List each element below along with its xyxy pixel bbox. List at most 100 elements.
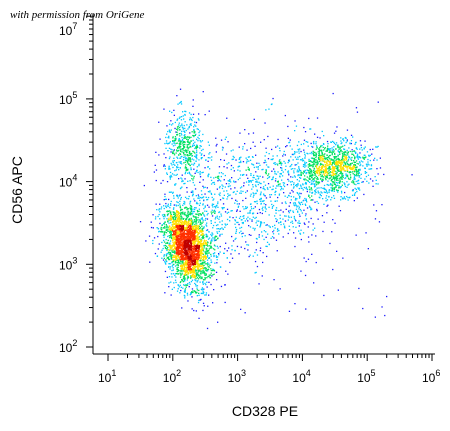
data-point [191, 269, 193, 272]
data-point [325, 175, 328, 178]
data-point [304, 155, 306, 157]
data-point [188, 143, 190, 146]
data-point [337, 155, 339, 157]
data-point [196, 277, 199, 279]
data-point [311, 182, 313, 184]
data-point [209, 243, 212, 245]
data-point [208, 281, 210, 283]
data-point [207, 198, 209, 201]
data-point [310, 151, 313, 153]
data-point [188, 112, 191, 114]
data-point [304, 215, 307, 217]
data-point [202, 244, 205, 247]
data-point [252, 192, 254, 194]
data-point [223, 159, 225, 161]
data-point [254, 206, 256, 208]
data-point [308, 195, 310, 197]
data-point [222, 208, 224, 210]
data-point [279, 150, 281, 152]
data-point [202, 148, 204, 151]
data-point [347, 184, 349, 186]
data-point [334, 157, 336, 160]
data-point [342, 257, 344, 259]
data-point [202, 283, 204, 285]
data-point [261, 200, 263, 202]
data-point [331, 149, 333, 151]
data-point [195, 229, 197, 231]
data-point [331, 180, 333, 183]
data-point [328, 172, 330, 175]
data-point [272, 231, 274, 233]
data-point [303, 186, 305, 189]
data-point [234, 202, 236, 204]
data-point [181, 270, 183, 272]
data-point [201, 217, 203, 219]
data-point [355, 234, 357, 236]
data-point [295, 125, 298, 127]
data-point [183, 124, 185, 127]
data-point [383, 173, 385, 176]
data-point [323, 170, 326, 172]
data-point [259, 225, 262, 227]
data-point [186, 292, 189, 294]
data-point [185, 262, 187, 264]
data-point [239, 170, 241, 172]
data-point [312, 150, 314, 152]
data-point [310, 173, 312, 175]
data-point [214, 262, 216, 264]
data-point [163, 218, 165, 220]
data-point [313, 143, 315, 145]
data-point [334, 161, 336, 164]
data-point [202, 235, 204, 237]
data-point [196, 269, 198, 271]
data-point [298, 194, 300, 196]
data-point [200, 222, 202, 224]
data-point [205, 252, 207, 254]
data-point [255, 166, 258, 168]
data-point [337, 189, 339, 192]
data-point [199, 244, 201, 247]
data-point [331, 158, 333, 161]
data-point [208, 266, 210, 268]
data-point [164, 225, 166, 228]
data-point [306, 190, 308, 193]
data-point [193, 144, 195, 146]
data-point [182, 141, 185, 143]
data-point [333, 183, 336, 185]
data-point [309, 188, 311, 190]
data-point [193, 243, 196, 245]
data-point [185, 267, 187, 270]
data-point [336, 189, 338, 191]
data-point [208, 252, 210, 254]
data-point [184, 156, 186, 158]
data-point [164, 246, 167, 249]
data-point [202, 250, 205, 252]
data-point [300, 173, 302, 175]
data-point [180, 149, 182, 151]
data-point [349, 142, 351, 144]
data-point [176, 146, 179, 149]
data-point [173, 114, 175, 116]
data-point [161, 231, 163, 233]
data-point [194, 208, 196, 211]
data-point [304, 153, 306, 155]
data-point [175, 128, 178, 130]
data-point [176, 118, 179, 120]
data-point [208, 231, 210, 233]
data-point [296, 144, 299, 147]
data-point [279, 175, 281, 177]
data-point [326, 149, 328, 152]
data-point [242, 222, 244, 225]
data-point [193, 264, 195, 266]
data-point [243, 185, 245, 187]
data-point [187, 266, 189, 268]
data-point [186, 259, 188, 262]
data-point [202, 309, 204, 312]
data-point [177, 266, 179, 268]
data-point [199, 258, 201, 260]
data-point [180, 251, 182, 253]
data-point [202, 133, 204, 136]
data-point [184, 264, 186, 266]
data-point [303, 126, 305, 129]
data-point [270, 237, 272, 239]
